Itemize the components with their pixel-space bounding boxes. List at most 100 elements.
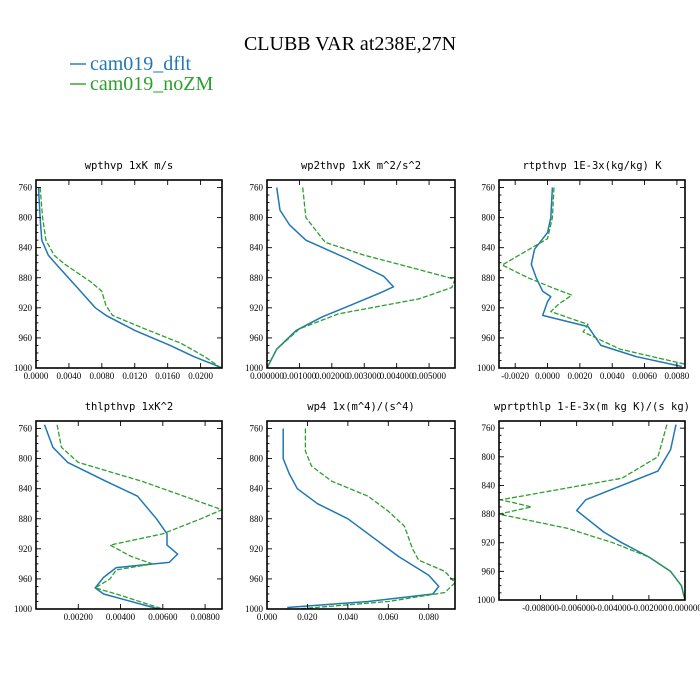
y-tick-label: 840 — [482, 243, 496, 253]
y-tick-label: 840 — [482, 480, 496, 490]
y-tick-label: 840 — [250, 484, 264, 494]
y-tick-label: 880 — [482, 273, 496, 283]
y-tick-label: 880 — [19, 514, 33, 524]
y-tick-label: 920 — [250, 303, 264, 313]
x-tick-label: 0.002000 — [315, 371, 349, 381]
x-tick-label: 0.0040 — [600, 371, 625, 381]
series-line-cam019_noZM — [499, 424, 685, 600]
series-line-cam019_dflt — [267, 187, 395, 368]
panel-title: wp2thvp 1xK m^2/s^2 — [301, 160, 421, 172]
y-tick-label: 920 — [482, 538, 496, 548]
x-tick-label: 0.000 — [257, 612, 278, 622]
y-tick-label: 920 — [19, 544, 33, 554]
x-tick-label: 0.00400 — [106, 612, 136, 622]
x-tick-label: 0.003000 — [347, 371, 381, 381]
x-tick-label: -0.002000 — [631, 603, 668, 613]
y-tick-label: 960 — [19, 333, 33, 343]
panel-5: wp4 1x(m^4)/(s^4)76080084088092096010000… — [245, 401, 456, 622]
panels-grid: wpthvp 1xK m/s76080084088092096010000.00… — [14, 160, 700, 622]
y-tick-label: 1000 — [245, 363, 264, 373]
panel-6: wprtpthlp 1-E-3x(m kg K)/(s kg) 760 800 840… — [477, 401, 700, 613]
series-line-cam019_noZM — [39, 187, 222, 368]
y-tick-label: 880 — [250, 514, 264, 524]
x-tick-label: 0.0160 — [155, 371, 180, 381]
y-tick-label: 1000 — [14, 363, 33, 373]
plot-area — [267, 187, 455, 368]
plot-area — [43, 424, 222, 609]
x-tick-label: 0.0080 — [665, 371, 690, 381]
plot-frame — [266, 420, 456, 610]
y-tick-label: 1000 — [245, 604, 264, 614]
plot-area — [37, 187, 222, 368]
x-tick-label: -0.006000 — [558, 603, 595, 613]
x-tick-label: 0.00800 — [190, 612, 220, 622]
y-tick-label: 960 — [250, 574, 264, 584]
series-line-cam019_noZM — [501, 187, 685, 365]
panel-title: wp4 1x(m^4)/(s^4) — [307, 401, 414, 413]
panel-3: rtpthvp 1E-3x(kg/kg) K 760 800 840 880 920 960… — [477, 160, 690, 381]
x-tick-label: 0.0200 — [188, 371, 213, 381]
y-tick-label: 840 — [19, 243, 33, 253]
y-tick-label: 760 — [250, 183, 264, 193]
series-line-cam019_dflt — [43, 424, 179, 609]
x-tick-label: 0.0120 — [122, 371, 147, 381]
series-line-cam019_noZM — [297, 428, 455, 609]
y-tick-label: 1000 — [477, 595, 496, 605]
y-tick-label: 760 — [250, 424, 264, 434]
series-line-cam019_dflt — [37, 187, 222, 368]
panel-4: thlpthvp 1xK^2 760 800 840 880 920 960 1000 0.00… — [14, 401, 223, 622]
x-tick-label: -0.0020 — [501, 371, 529, 381]
x-tick-label: 0.060 — [378, 612, 399, 622]
plot-area — [282, 428, 455, 609]
legend-label-dflt: cam019_dflt — [90, 53, 192, 75]
panel-1: wpthvp 1xK m/s76080084088092096010000.00… — [14, 160, 223, 381]
plot-area — [499, 424, 685, 600]
figure-title: CLUBB VAR at238E,27N — [244, 33, 456, 55]
y-tick-label: 960 — [482, 566, 496, 576]
y-tick-label: 960 — [250, 333, 264, 343]
y-tick-label: 880 — [19, 273, 33, 283]
panel-title: rtpthvp 1E-3x(kg/kg) K — [522, 160, 662, 172]
y-tick-label: 880 — [250, 273, 264, 283]
x-tick-label: 0.0000 — [24, 371, 49, 381]
legend-label-nozm: cam019_noZM — [90, 73, 214, 95]
x-tick-label: 0.004000 — [380, 371, 414, 381]
series-line-cam019_dflt — [575, 424, 685, 600]
y-tick-label: 760 — [19, 183, 33, 193]
x-tick-label: 0.000000 — [250, 371, 284, 381]
x-tick-label: 0.000000 — [668, 603, 700, 613]
y-tick-label: 840 — [19, 484, 33, 494]
y-tick-label: 800 — [250, 454, 264, 464]
y-tick-label: 800 — [482, 452, 496, 462]
y-tick-label: 760 — [19, 424, 33, 434]
x-tick-label: 0.0080 — [89, 371, 114, 381]
plot-frame — [35, 420, 223, 610]
y-tick-label: 1000 — [14, 604, 33, 614]
plot-area — [501, 187, 685, 368]
series-line-cam019_noZM — [267, 187, 455, 368]
panel-2: wp2thvp 1xK m^2/s^2 760 800 840 880 920 960 100… — [245, 160, 456, 381]
x-tick-label: 0.0000 — [535, 371, 560, 381]
y-tick-label: 800 — [19, 213, 33, 223]
y-tick-label: 840 — [250, 243, 264, 253]
y-tick-label: 920 — [19, 303, 33, 313]
y-tick-label: 960 — [19, 574, 33, 584]
y-tick-label: 760 — [482, 423, 496, 433]
legend: cam019_dflt cam019_noZM — [70, 53, 214, 95]
y-tick-label: 920 — [250, 544, 264, 554]
y-tick-label: 800 — [19, 454, 33, 464]
panel-title: wprtpthlp 1-E-3x(m kg K)/(s kg) — [494, 401, 690, 413]
series-line-cam019_noZM — [56, 424, 222, 609]
plot-frame — [498, 420, 686, 601]
x-tick-label: 0.0020 — [567, 371, 592, 381]
x-tick-label: 0.00200 — [64, 612, 94, 622]
series-line-cam019_dflt — [530, 187, 682, 368]
x-tick-label: -0.008000 — [522, 603, 559, 613]
x-tick-label: 0.00600 — [148, 612, 178, 622]
x-tick-label: -0.004000 — [594, 603, 631, 613]
y-tick-label: 800 — [250, 213, 264, 223]
y-tick-label: 800 — [482, 213, 496, 223]
y-tick-label: 1000 — [477, 363, 496, 373]
